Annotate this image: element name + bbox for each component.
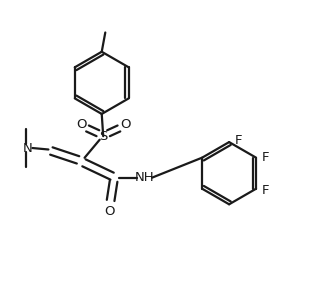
Text: S: S — [99, 130, 108, 143]
Text: O: O — [76, 118, 86, 132]
Text: NH: NH — [135, 171, 154, 184]
Text: N: N — [23, 141, 33, 155]
Text: F: F — [262, 151, 269, 164]
Text: F: F — [262, 184, 269, 197]
Text: O: O — [104, 205, 115, 218]
Text: O: O — [120, 118, 131, 132]
Text: F: F — [235, 134, 242, 147]
